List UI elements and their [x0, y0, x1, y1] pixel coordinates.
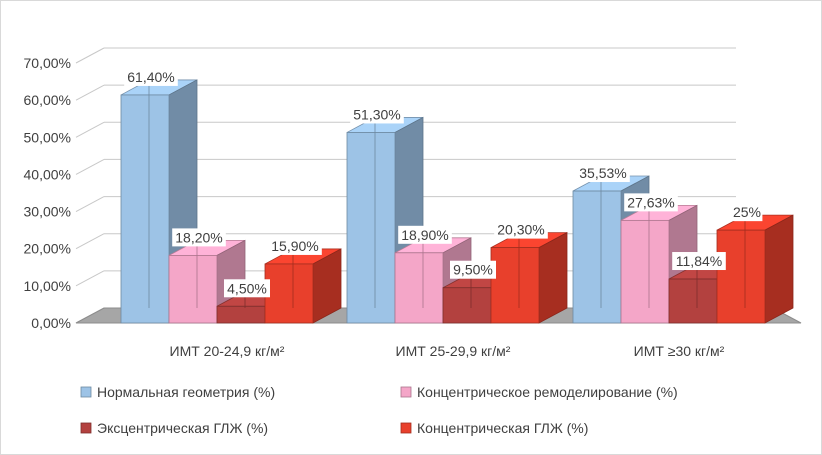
data-label-bg: [268, 236, 322, 255]
data-label: 61,40%: [127, 69, 174, 85]
data-label: 15,90%: [271, 238, 318, 254]
y-tick-label: 20,00%: [24, 241, 71, 257]
data-label-bg: [124, 67, 178, 86]
legend-entry: Нормальная геометрия (%): [97, 384, 275, 400]
x-category-label: ИМТ 20-24,9 кг/м²: [170, 343, 285, 359]
data-label-bg: [672, 252, 726, 271]
legend-swatch: [80, 422, 92, 434]
data-label: 20,30%: [497, 222, 544, 238]
data-label: 25%: [733, 204, 761, 220]
x-category-label: ИМТ 25-29,9 кг/м²: [396, 343, 511, 359]
gridline-depth: [75, 196, 105, 213]
legend-entry: Концентрическая ГЛЖ (%): [417, 420, 588, 436]
data-label: 18,20%: [175, 229, 222, 245]
x-category-label: ИМТ ≥30 кг/м²: [634, 343, 725, 359]
data-label-bg: [172, 228, 226, 247]
legend-swatch: [80, 386, 92, 398]
data-label-bg: [398, 225, 452, 244]
data-label: 51,30%: [353, 106, 400, 122]
bar: [490, 231, 568, 324]
y-tick-label: 50,00%: [24, 129, 71, 145]
y-tick-label: 40,00%: [24, 166, 71, 182]
data-label-bg: [224, 279, 270, 298]
y-tick-label: 70,00%: [24, 55, 71, 71]
gridline-depth: [75, 270, 105, 287]
data-label-bg: [731, 203, 763, 222]
legend-entry: Концентрическое ремоделирование (%): [417, 384, 678, 400]
gridline-depth: [75, 233, 105, 250]
y-tick-label: 30,00%: [24, 204, 71, 220]
data-label-bg: [350, 105, 404, 124]
gridline-depth: [75, 121, 105, 138]
data-label: 4,50%: [227, 280, 267, 296]
data-label-bg: [494, 220, 548, 239]
gridline-depth: [75, 84, 105, 101]
data-label: 11,84%: [676, 253, 722, 269]
legend-swatch: [400, 422, 412, 434]
y-tick-label: 10,00%: [24, 278, 71, 294]
bar: [264, 248, 342, 324]
y-tick-label: 60,00%: [24, 92, 71, 108]
data-label: 9,50%: [453, 262, 493, 278]
bar: [716, 214, 794, 324]
gridline-depth: [75, 158, 105, 175]
data-label-bg: [576, 164, 630, 183]
data-label: 35,53%: [579, 165, 626, 181]
data-label-bg: [450, 260, 496, 279]
data-label-bg: [624, 193, 678, 212]
legend-swatch: [400, 386, 412, 398]
legend-entry: Эксцентрическая ГЛЖ (%): [97, 420, 268, 436]
data-label: 27,63%: [627, 194, 674, 210]
gridline-depth: [75, 47, 105, 64]
y-tick-label: 0,00%: [31, 315, 71, 331]
data-label: 18,90%: [401, 227, 448, 243]
